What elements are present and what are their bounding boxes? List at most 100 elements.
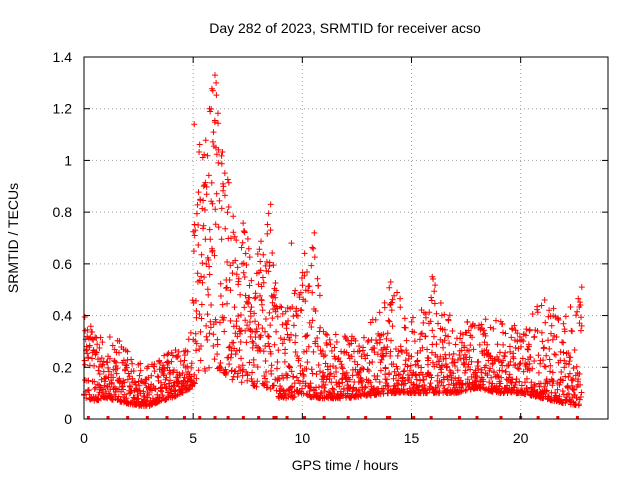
baseline-marker [475,416,479,419]
baseline-marker [458,416,462,419]
data-point [193,375,200,382]
data-point [205,291,212,298]
data-point [288,368,295,375]
data-point [509,326,516,333]
data-point [206,226,213,233]
data-point [441,337,448,344]
data-point [225,203,232,210]
data-point [351,358,358,365]
data-point [315,384,322,391]
data-point [521,379,528,386]
data-point [145,363,152,370]
data-point [196,148,203,155]
data-point [233,237,240,244]
data-point [193,314,200,321]
data-point [465,347,472,354]
data-point [106,355,113,362]
baseline-marker [536,416,540,419]
data-point [487,365,494,372]
data-point [256,246,263,253]
data-point [444,373,451,380]
data-point [428,297,435,304]
data-point [559,399,566,406]
data-point [333,369,340,376]
data-point [257,292,264,299]
data-point [293,374,300,381]
data-point-peak [213,79,220,86]
data-point [514,365,521,372]
data-point [84,350,91,357]
data-point [109,342,116,349]
data-point [177,358,184,365]
data-point [299,282,306,289]
data-points [81,72,585,410]
data-point [158,388,165,395]
data-point [308,366,315,373]
data-point [237,330,244,337]
data-point [243,261,250,268]
data-point [387,301,394,308]
data-point [158,379,165,386]
data-point [185,368,192,375]
data-point [457,335,464,342]
data-point [259,274,266,281]
data-point [302,298,309,305]
data-point [573,363,580,370]
data-point [358,365,365,372]
data-point [520,368,527,375]
data-point [264,384,271,391]
data-point [406,375,413,382]
data-point [177,372,184,379]
data-point [388,337,394,344]
data-point [224,209,231,216]
data-point [198,251,205,258]
data-point [250,356,257,363]
data-point [120,357,127,364]
data-point [179,369,186,376]
data-point [438,369,445,376]
data-point [552,351,559,358]
data-point [204,337,211,344]
data-point [540,357,547,364]
data-point [408,353,415,360]
data-point [426,309,433,316]
data-point [146,391,153,398]
data-point [128,356,135,363]
data-point [161,352,168,359]
y-axis-label: SRMTID / TECUs [5,183,21,293]
data-point [565,361,572,368]
data-point [127,384,134,391]
data-point [542,363,549,370]
data-point [111,358,118,365]
data-point [395,377,402,384]
data-point [470,346,477,353]
data-point [407,362,414,369]
data-point [310,348,317,355]
data-point [571,346,578,353]
data-point [116,349,123,356]
data-point [492,357,499,364]
data-point [199,260,206,267]
data-point [511,322,518,329]
data-point [230,229,237,236]
data-point [361,351,368,358]
data-point [292,339,299,346]
data-point [205,172,212,179]
data-point [526,326,533,333]
data-point [406,367,413,374]
data-point [251,295,258,302]
data-point [260,348,267,355]
data-point [238,355,245,362]
data-point [425,355,432,362]
data-point [99,361,106,368]
data-point [391,368,398,375]
axis-ticks [83,56,608,420]
data-point [483,346,490,353]
data-point [257,258,264,265]
data-point [354,361,361,368]
data-point [549,369,556,376]
data-point [191,232,198,239]
data-point [267,227,274,234]
data-point [574,308,581,315]
data-point [234,333,241,340]
